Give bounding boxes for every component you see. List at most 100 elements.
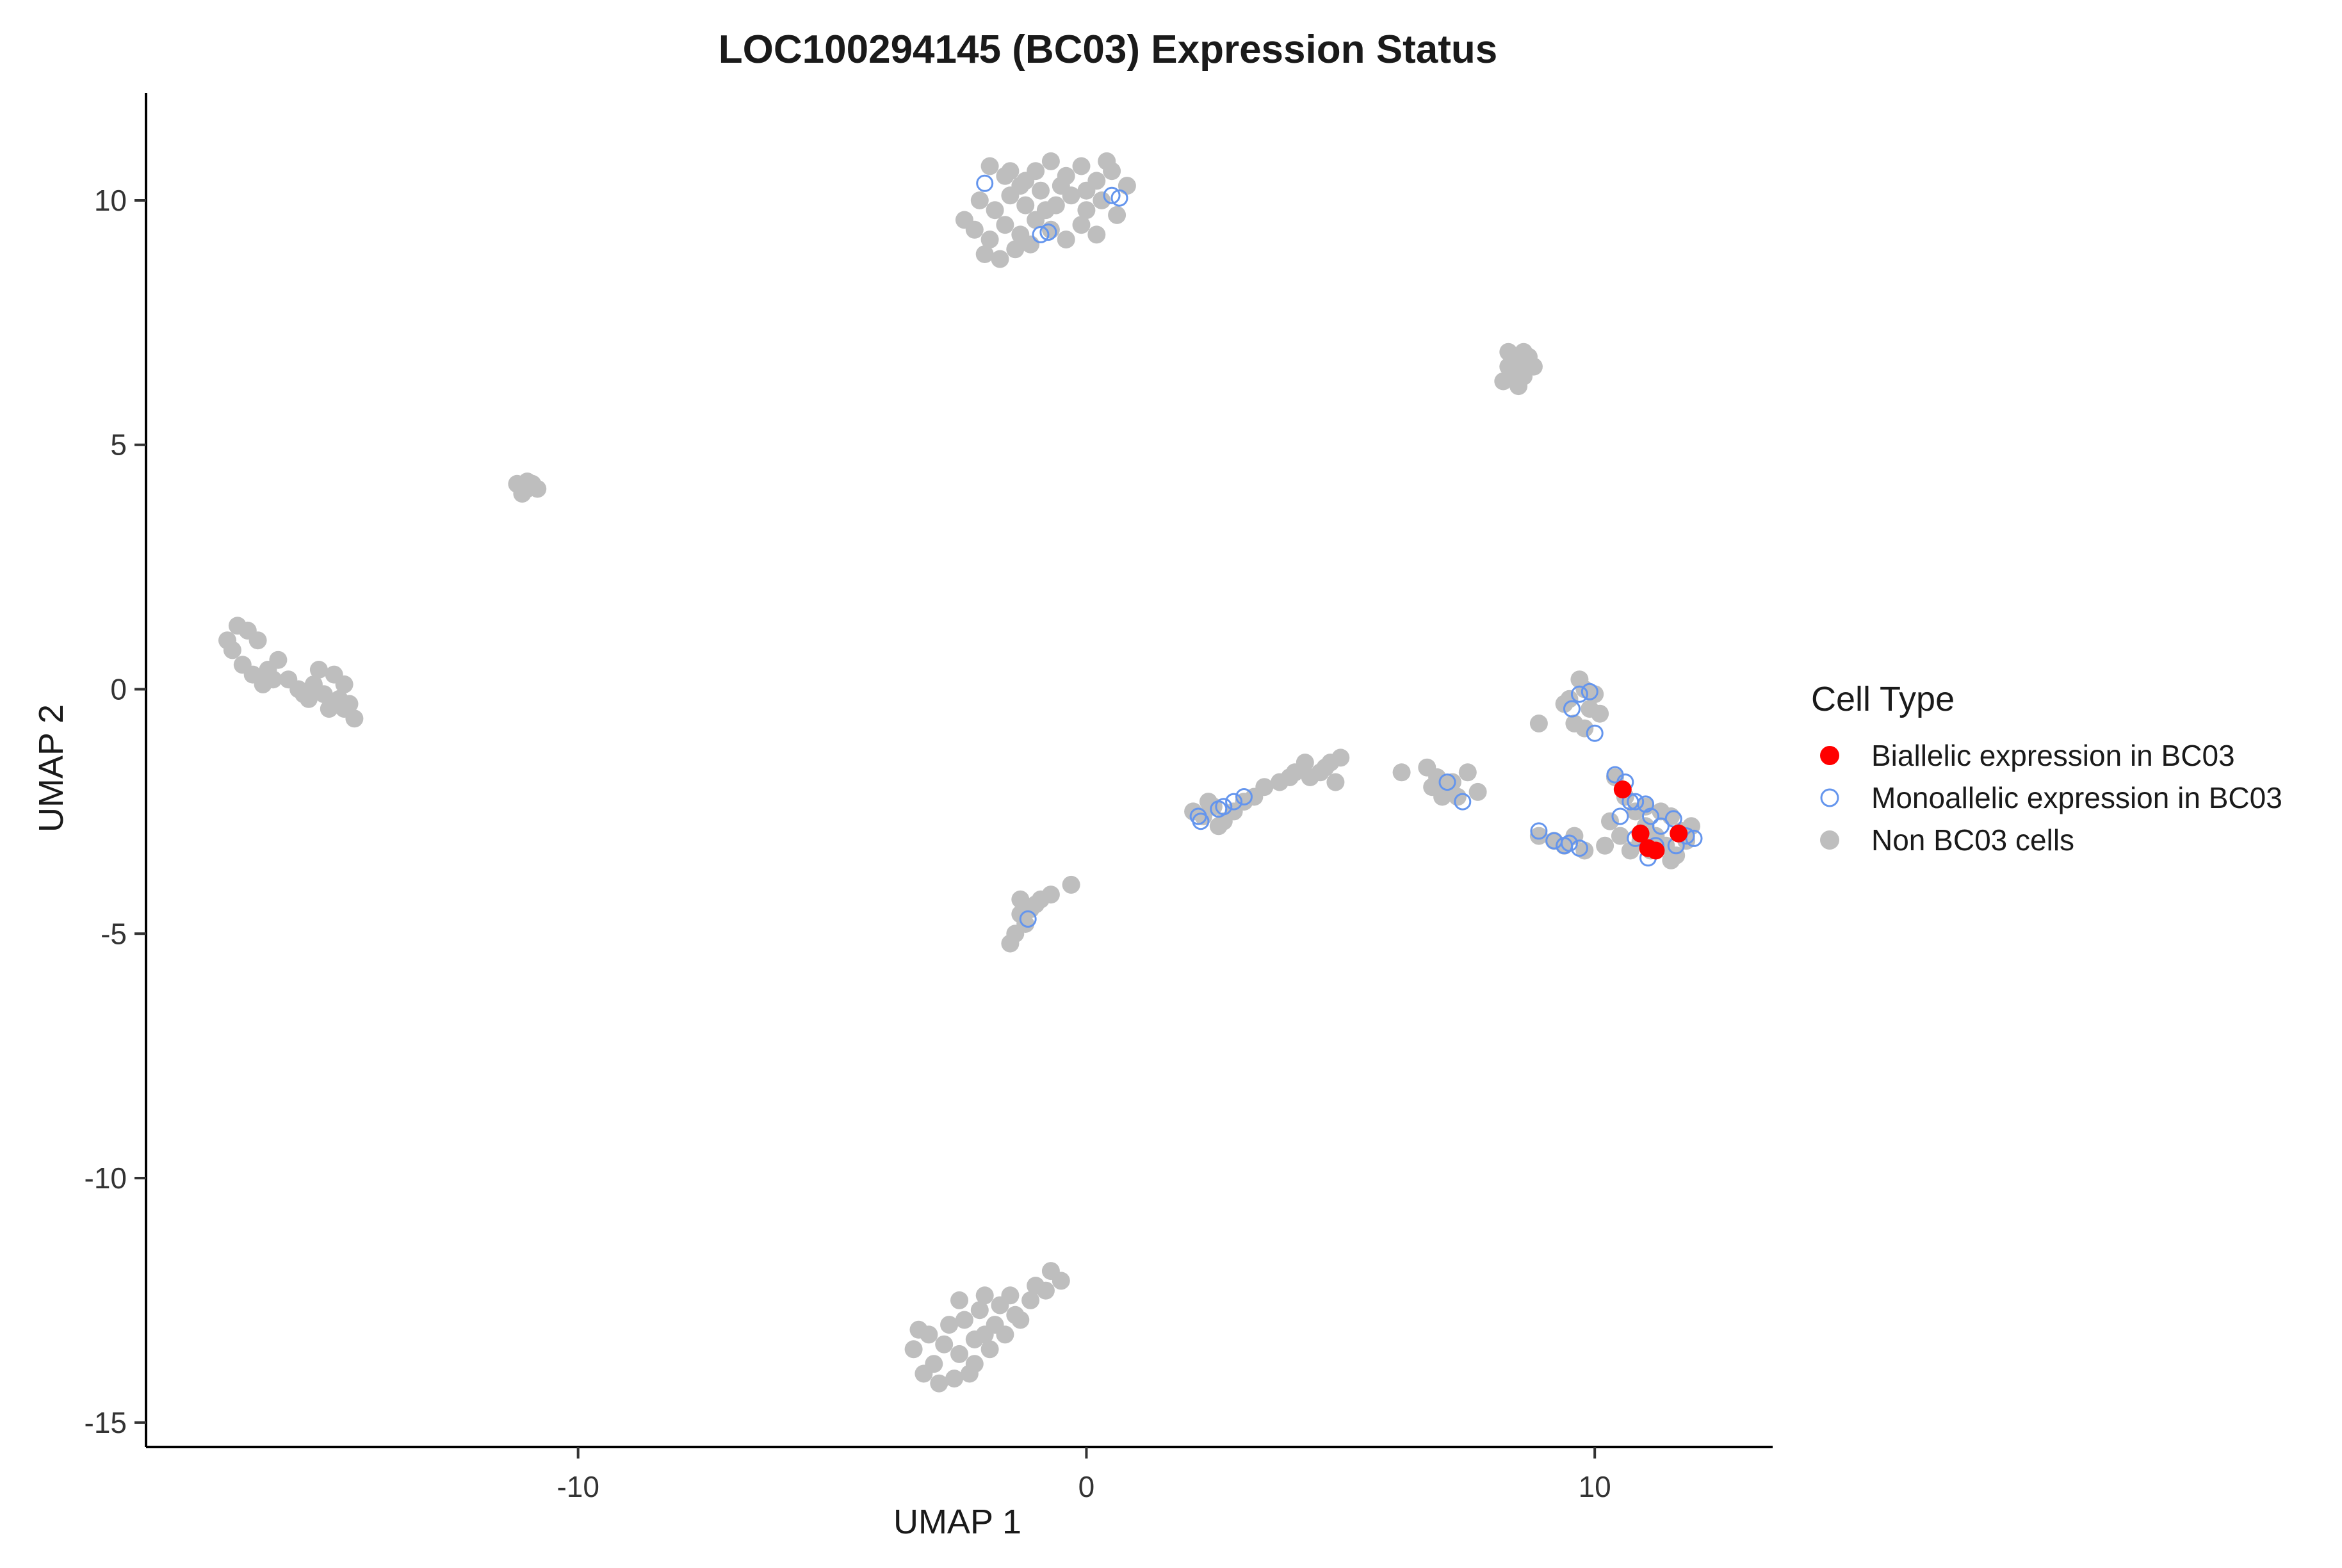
legend-label-1: Monoallelic expression in BC03	[1871, 781, 2282, 814]
plot-points	[218, 152, 1703, 1393]
point-non-bc03-cells-96	[904, 1340, 923, 1359]
point-monoallelic-expression-in-bc03-15	[1581, 683, 1598, 700]
point-monoallelic-expression-in-bc03-33	[1685, 829, 1703, 847]
point-non-bc03-cells-158	[1555, 695, 1574, 713]
point-non-bc03-cells-140	[1321, 754, 1340, 772]
point-non-bc03-cells-146	[1458, 763, 1477, 782]
point-monoallelic-expression-in-bc03-21	[1561, 834, 1578, 852]
point-non-bc03-cells-21	[980, 230, 999, 249]
chart-title: LOC100294145 (BC03) Expression Status	[719, 28, 1497, 72]
point-non-bc03-cells-13	[1016, 196, 1035, 214]
point-non-bc03-cells-25	[1041, 220, 1060, 239]
point-non-bc03-cells-104	[925, 1355, 943, 1373]
point-non-bc03-cells-138	[1199, 793, 1217, 811]
point-non-bc03-cells-17	[1077, 201, 1096, 220]
point-monoallelic-expression-in-bc03-22	[1570, 839, 1588, 857]
point-non-bc03-cells-116	[1001, 934, 1020, 953]
point-non-bc03-cells-47	[1509, 377, 1528, 396]
x-axis-title: UMAP 1	[893, 1503, 1021, 1541]
point-non-bc03-cells-157	[1575, 719, 1594, 738]
point-monoallelic-expression-in-bc03-10	[1225, 793, 1243, 811]
y-axis-ticks: -15 -10 -5 0 5 10	[85, 184, 146, 1439]
point-non-bc03-cells-49	[1515, 343, 1533, 361]
point-non-bc03-cells-108	[909, 1320, 928, 1339]
legend-key-0	[1820, 746, 1839, 765]
point-monoallelic-expression-in-bc03-27	[1627, 793, 1645, 811]
point-non-bc03-cells-78	[264, 670, 282, 689]
point-non-bc03-cells-93	[950, 1345, 968, 1363]
point-non-bc03-cells-18	[1093, 191, 1111, 209]
point-monoallelic-expression-in-bc03-2	[1110, 189, 1128, 207]
point-non-bc03-cells-159	[1586, 685, 1604, 704]
point-monoallelic-expression-in-bc03-14	[1570, 685, 1588, 703]
y-tick-label: 10	[94, 184, 127, 217]
point-non-bc03-cells-33	[1036, 201, 1055, 220]
point-non-bc03-cells-141	[1392, 763, 1411, 782]
point-non-bc03-cells-133	[1326, 773, 1345, 791]
point-non-bc03-cells-100	[960, 1364, 979, 1383]
point-monoallelic-expression-in-bc03-1	[1103, 186, 1121, 204]
point-non-bc03-cells-26	[1057, 230, 1075, 249]
point-non-bc03-cells-10	[970, 191, 989, 209]
point-non-bc03-cells-102	[955, 1311, 973, 1329]
point-non-bc03-cells-27	[1072, 216, 1091, 234]
point-non-bc03-cells-29	[975, 245, 994, 263]
point-monoallelic-expression-in-bc03-16	[1586, 724, 1604, 742]
point-non-bc03-cells-88	[1027, 1277, 1045, 1295]
point-non-bc03-cells-14	[1032, 181, 1050, 200]
point-non-bc03-cells-69	[314, 685, 333, 704]
point-non-bc03-cells-12	[1001, 186, 1020, 205]
legend-label-2: Non BC03 cells	[1871, 823, 2074, 857]
y-axis-title: UMAP 2	[32, 704, 70, 832]
point-monoallelic-expression-in-bc03-0	[976, 174, 994, 192]
point-monoallelic-expression-in-bc03-18	[1530, 822, 1548, 840]
x-axis-ticks: -10 0 10	[557, 1447, 1611, 1503]
point-non-bc03-cells-79	[335, 700, 354, 718]
point-biallelic-expression-in-bc03-0	[1613, 780, 1632, 798]
point-non-bc03-cells-22	[996, 216, 1014, 234]
point-non-bc03-cells-120	[1011, 905, 1030, 923]
point-non-bc03-cells-60	[248, 631, 267, 650]
legend-key-1	[1820, 788, 1839, 807]
point-non-bc03-cells-105	[970, 1301, 989, 1320]
y-tick-label: -5	[101, 917, 127, 950]
point-non-bc03-cells-80	[295, 685, 313, 704]
point-non-bc03-cells-6	[1072, 157, 1091, 175]
y-tick-label: -10	[85, 1161, 127, 1195]
point-non-bc03-cells-174	[1596, 836, 1614, 855]
point-non-bc03-cells-37	[1016, 172, 1035, 190]
point-biallelic-expression-in-bc03-4	[1670, 824, 1688, 843]
point-non-bc03-cells-77	[309, 661, 328, 679]
point-non-bc03-cells-32	[1021, 235, 1040, 254]
x-tick-label: -10	[557, 1470, 599, 1503]
point-non-bc03-cells-155	[1591, 704, 1609, 723]
point-non-bc03-cells-175	[1652, 802, 1670, 821]
point-non-bc03-cells-36	[1077, 181, 1096, 200]
point-non-bc03-cells-31	[1006, 240, 1025, 259]
point-non-bc03-cells-19	[1108, 206, 1126, 224]
point-monoallelic-expression-in-bc03-17	[1563, 700, 1581, 718]
point-non-bc03-cells-160	[1529, 715, 1548, 732]
point-non-bc03-cells-4	[1041, 152, 1060, 170]
point-monoallelic-expression-in-bc03-3	[1032, 225, 1050, 243]
point-monoallelic-expression-in-bc03-13	[1438, 773, 1456, 791]
point-non-bc03-cells-173	[1611, 827, 1629, 845]
point-non-bc03-cells-185	[1575, 841, 1594, 860]
legend-entries: Biallelic expression in BC03 Monoallelic …	[1820, 739, 2282, 857]
x-tick-label: 0	[1078, 1470, 1095, 1503]
point-non-bc03-cells-11	[986, 201, 1004, 220]
point-non-bc03-cells-35	[1001, 162, 1020, 181]
point-non-bc03-cells-28	[1087, 225, 1106, 244]
point-non-bc03-cells-119	[1027, 895, 1045, 914]
point-non-bc03-cells-107	[950, 1291, 968, 1309]
point-non-bc03-cells-149	[1443, 773, 1461, 791]
point-non-bc03-cells-64	[269, 651, 288, 669]
point-non-bc03-cells-94	[935, 1335, 954, 1354]
point-non-bc03-cells-135	[1296, 754, 1314, 772]
point-biallelic-expression-in-bc03-3	[1647, 841, 1665, 860]
point-monoallelic-expression-in-bc03-5	[1019, 910, 1037, 928]
point-non-bc03-cells-106	[986, 1316, 1004, 1334]
point-non-bc03-cells-34	[1052, 177, 1070, 195]
point-monoallelic-expression-in-bc03-9	[1215, 798, 1233, 816]
